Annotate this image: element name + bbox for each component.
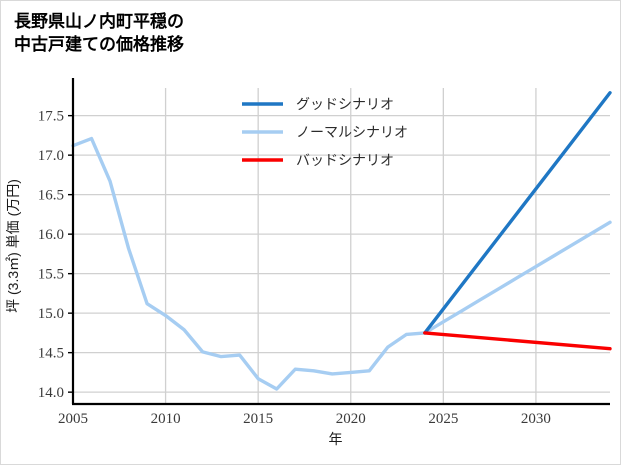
y-tick-label: 14.5 bbox=[38, 346, 64, 362]
series-line-ノーマルシナリオ bbox=[71, 136, 612, 391]
data-series-layer bbox=[71, 91, 612, 391]
series-line-グッドシナリオ bbox=[423, 91, 612, 335]
y-tick-label: 16.5 bbox=[38, 188, 64, 204]
chart-title: 長野県山ノ内町平穏の 中古戸建ての価格推移 bbox=[14, 12, 184, 54]
x-tick-label: 2030 bbox=[521, 411, 551, 427]
y-tick-label: 15.0 bbox=[38, 306, 64, 322]
x-tick-label: 2020 bbox=[336, 411, 366, 427]
series-line-バッドシナリオ bbox=[423, 331, 612, 351]
y-tick-label: 17.0 bbox=[38, 148, 64, 164]
y-tick-label: 17.5 bbox=[38, 109, 64, 125]
x-tick-label: 2005 bbox=[58, 411, 88, 427]
x-tick-label: 2010 bbox=[151, 411, 181, 427]
x-tick-label: 2025 bbox=[428, 411, 458, 427]
axes-layer bbox=[71, 78, 610, 406]
x-axis-label: 年 bbox=[329, 431, 343, 447]
y-tick-label: 16.0 bbox=[38, 227, 64, 243]
x-tick-label: 2015 bbox=[243, 411, 273, 427]
y-tick-label: 15.5 bbox=[38, 267, 64, 283]
y-tick-label: 14.0 bbox=[38, 385, 64, 401]
tick-labels-layer: 14.0 14.5 15.0 15.5 16.0 16.5 17.0 17.5 2005 2010… bbox=[38, 109, 551, 427]
y-axis-label: 坪 (3.3㎡) 単価 (万円) bbox=[5, 179, 21, 313]
legend-label-1: ノーマルシナリオ bbox=[296, 124, 408, 140]
legend-label-2: バッドシナリオ bbox=[296, 152, 394, 168]
legend-label-0: グッドシナリオ bbox=[296, 96, 394, 112]
